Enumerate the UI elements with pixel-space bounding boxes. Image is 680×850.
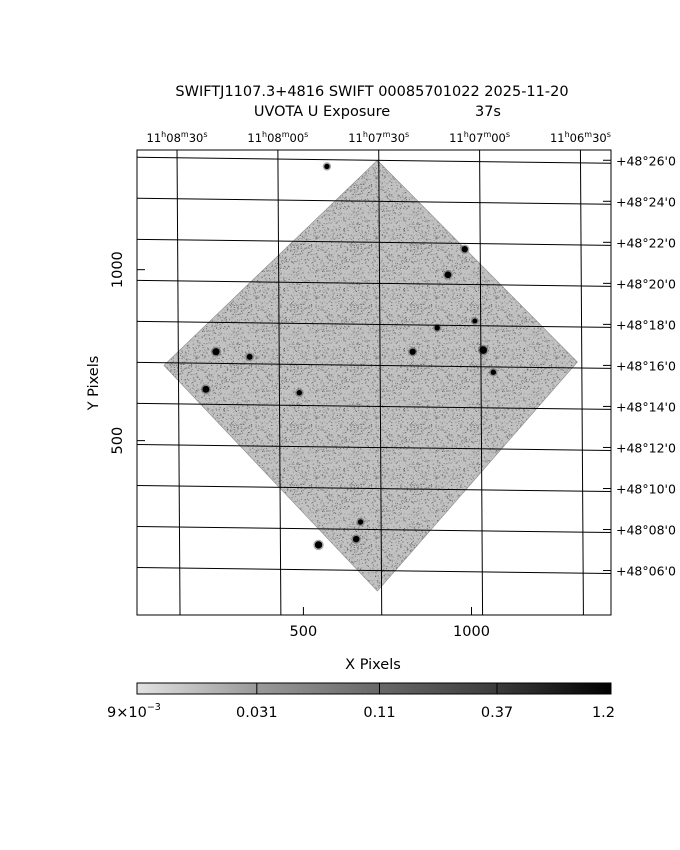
dec-tick-label: +48°10'0 (616, 481, 676, 496)
dec-grid-line (136, 402, 612, 410)
ra-grid-line (378, 149, 383, 616)
dec-grid-line (136, 238, 612, 246)
exposure-footprint (163, 159, 578, 592)
ra-tick-label: 11h07m30s (348, 130, 409, 145)
point-source (472, 318, 478, 324)
ra-grid-line (277, 149, 282, 616)
dec-tick-label: +48°26'0 (616, 153, 676, 168)
image-layer (163, 159, 578, 592)
dec-grid-line (136, 156, 612, 164)
y-tick-label: 1000 (110, 251, 126, 288)
point-source (324, 163, 330, 170)
colorbar-label: 1.2 (592, 705, 615, 721)
ra-tick-label: 11h07m00s (449, 130, 510, 145)
y-tick-label: 500 (110, 427, 126, 455)
dec-grid-line (136, 320, 612, 328)
plot-frame (136, 149, 612, 616)
dec-axis-ticks: +48°26'0 +48°24'0 +48°22'0 +48°20'0 +48°18'0… (603, 153, 676, 579)
colorbar (136, 682, 612, 695)
dec-tick-label: +48°20'0 (616, 276, 676, 291)
dec-tick-label: +48°24'0 (616, 194, 676, 209)
colorbar-label: 0.11 (363, 705, 395, 721)
dec-grid-line (136, 279, 612, 287)
dec-grid-line (136, 197, 612, 205)
colorbar-label: 0.37 (481, 705, 513, 721)
dec-grid-line (136, 443, 612, 451)
colorbar-label: 9×10−3 (107, 702, 161, 721)
dec-tick-label: +48°12'0 (616, 440, 676, 455)
exposure-time-label: 37s (475, 104, 501, 120)
point-source (296, 390, 303, 396)
ra-grid-line (579, 149, 584, 616)
exposure-type-label: UVOTA U Exposure (254, 104, 390, 120)
dec-grid-line (136, 567, 612, 575)
point-source (461, 246, 468, 253)
ra-tick-label: 11h08m00s (247, 130, 308, 145)
y-axis-ticks: 500 1000 (110, 251, 145, 454)
point-source (314, 541, 323, 549)
point-source (357, 519, 364, 525)
ra-grid-line (176, 149, 181, 616)
point-source (212, 348, 220, 356)
point-source (409, 348, 416, 355)
coordinate-grid (136, 149, 612, 616)
chart-title: SWIFTJ1107.3+4816 SWIFT 00085701022 2025… (175, 84, 568, 100)
x-axis-ticks: 500 1000 (290, 607, 490, 640)
dec-grid-line (136, 526, 612, 534)
point-source (352, 535, 360, 543)
dec-grid-line (136, 484, 612, 492)
colorbar-label: 0.031 (236, 705, 278, 721)
dec-tick-label: +48°22'0 (616, 235, 676, 250)
dec-tick-label: +48°08'0 (616, 523, 676, 538)
ra-axis-ticks: 11h08m30s 11h08m00s 11h07m30s 11h07m00s 11h0… (147, 130, 611, 145)
dec-tick-label: +48°18'0 (616, 317, 676, 332)
point-source (444, 271, 452, 279)
y-axis-label: Y Pixels (86, 356, 102, 412)
point-source (434, 325, 440, 331)
ra-tick-label: 11h08m30s (147, 130, 208, 145)
point-source (246, 353, 253, 360)
dec-tick-label: +48°14'0 (616, 399, 676, 414)
dec-grid-line (136, 361, 612, 369)
x-tick-label: 1000 (453, 624, 490, 640)
dec-tick-label: +48°16'0 (616, 358, 676, 373)
dec-tick-label: +48°06'0 (616, 564, 676, 579)
x-tick-label: 500 (290, 624, 318, 640)
point-source (202, 385, 210, 393)
point-source (490, 369, 497, 375)
ra-tick-label: 11h06m30s (550, 130, 611, 145)
x-axis-label: X Pixels (345, 657, 401, 673)
ra-grid-line (479, 149, 484, 616)
